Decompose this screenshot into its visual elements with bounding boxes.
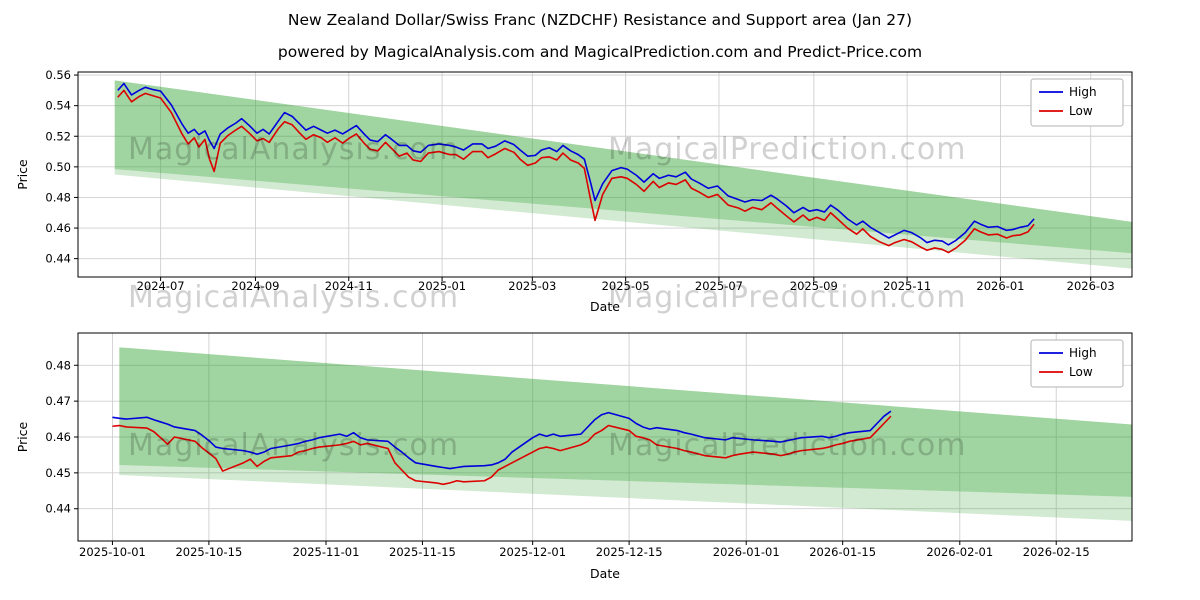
y-tick-label: 0.56 (45, 68, 71, 82)
x-tick-label: 2025-07 (695, 279, 743, 293)
lower-support-band (119, 464, 1132, 521)
series-high-line (117, 82, 1035, 246)
y-tick-label: 0.46 (45, 430, 71, 444)
legend-box (1030, 339, 1124, 388)
x-tick-label: 2025-09 (790, 279, 838, 293)
x-tick-label: 2025-10-01 (79, 545, 146, 559)
x-tick-label: 2025-05 (602, 279, 650, 293)
x-tick-label: 2024-09 (231, 279, 279, 293)
x-tick-label: 2025-01 (418, 279, 466, 293)
x-tick-label: 2024-11 (325, 279, 373, 293)
x-tick-label: 2026-01-15 (809, 545, 876, 559)
legend-box (1030, 78, 1124, 127)
y-tick-label: 0.52 (45, 129, 71, 143)
grid-lines (78, 333, 1132, 541)
series-high-line (112, 410, 892, 470)
x-tick-label: 2026-03 (1067, 279, 1115, 293)
x-tick-label: 2025-11 (883, 279, 931, 293)
x-tick-label: 2025-11-01 (293, 545, 360, 559)
y-axis-label: Price (15, 159, 30, 190)
chart-2-plot: 2025-10-01 2025-10-15 2025-11-01 2025-11-15… (15, 332, 1133, 581)
y-tick-label: 0.46 (45, 221, 71, 235)
x-tick-label: 2026-02-15 (1023, 545, 1090, 559)
x-tick-label: 2026-02-01 (926, 545, 993, 559)
x-axis-label: Date (590, 566, 620, 581)
plot-frame (77, 71, 1133, 278)
x-tick-label: 2025-10-15 (175, 545, 242, 559)
x-tick-label: 2025-12-15 (596, 545, 663, 559)
y-tick-label: 0.50 (45, 160, 71, 174)
x-tick-label: 2026-01 (976, 279, 1024, 293)
legend-label-high: High (1069, 85, 1097, 99)
lower-support-band (114, 169, 1132, 269)
chart-title: New Zealand Dollar/Swiss Franc (NZDCHF) … (287, 11, 913, 29)
y-tick-label: 0.44 (45, 502, 71, 516)
x-tick-label: 2025-03 (508, 279, 556, 293)
y-tick-label: 0.47 (45, 394, 71, 408)
x-tick-label: 2026-01-01 (713, 545, 780, 559)
x-tick-label: 2025-12-01 (499, 545, 566, 559)
y-tick-label: 0.48 (45, 358, 71, 372)
legend-label-high: High (1069, 346, 1097, 360)
y-tick-label: 0.44 (45, 252, 71, 266)
x-axis-label: Date (590, 299, 620, 314)
x-tick-label: 2025-11-15 (389, 545, 456, 559)
chart-1-plot: 2024-07 2024-09 2024-11 2025-01 2025-03 2025-… (15, 68, 1133, 314)
y-axis-label: Price (15, 421, 30, 452)
y-tick-label: 0.45 (45, 466, 71, 480)
y-tick-label: 0.48 (45, 190, 71, 204)
resistance-support-band (114, 80, 1132, 254)
legend-label-low: Low (1069, 365, 1093, 379)
y-tick-label: 0.54 (45, 99, 71, 113)
x-tick-label: 2024-07 (137, 279, 185, 293)
series-low-line (117, 89, 1035, 254)
legend-label-low: Low (1069, 104, 1093, 118)
resistance-support-band (119, 347, 1132, 497)
series-low-line (112, 415, 892, 486)
chart-subtitle: powered by MagicalAnalysis.com and Magic… (277, 43, 923, 61)
